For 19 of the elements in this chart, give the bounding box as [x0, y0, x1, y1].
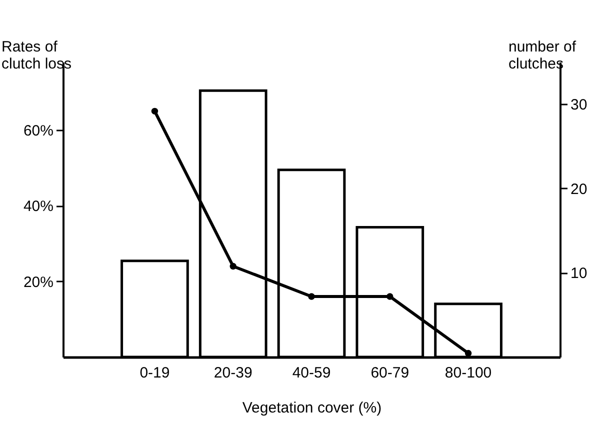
point	[308, 293, 315, 300]
x-tick-label: 80-100	[444, 364, 492, 382]
y-axis-title: Rates of clutch loss	[2, 38, 72, 72]
point	[386, 293, 394, 300]
y2-tick-label: 10	[570, 265, 588, 282]
point	[464, 350, 472, 357]
x-tick-label: 40-59	[292, 364, 331, 382]
y-tick-label: 60%	[23, 122, 54, 140]
y2-axis-title: number of clutches	[508, 38, 577, 72]
y2-tick-label: 20	[570, 180, 588, 198]
y-tick-label: 20%	[23, 274, 54, 291]
x-tick-label: 0-19	[140, 364, 170, 382]
x-tick-label: 20-39	[214, 364, 252, 382]
x-axis-title: Vegetation cover (%)	[242, 400, 382, 416]
point	[230, 262, 236, 270]
y2-tick-label: 30	[570, 96, 588, 114]
point	[151, 108, 158, 115]
x-tick-label: 60-79	[370, 364, 410, 382]
y-tick-label: 40%	[23, 198, 54, 216]
